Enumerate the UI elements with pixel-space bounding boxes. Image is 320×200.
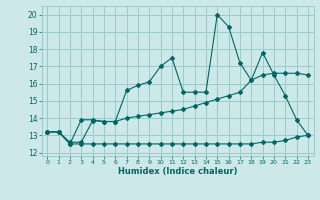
X-axis label: Humidex (Indice chaleur): Humidex (Indice chaleur) — [118, 167, 237, 176]
